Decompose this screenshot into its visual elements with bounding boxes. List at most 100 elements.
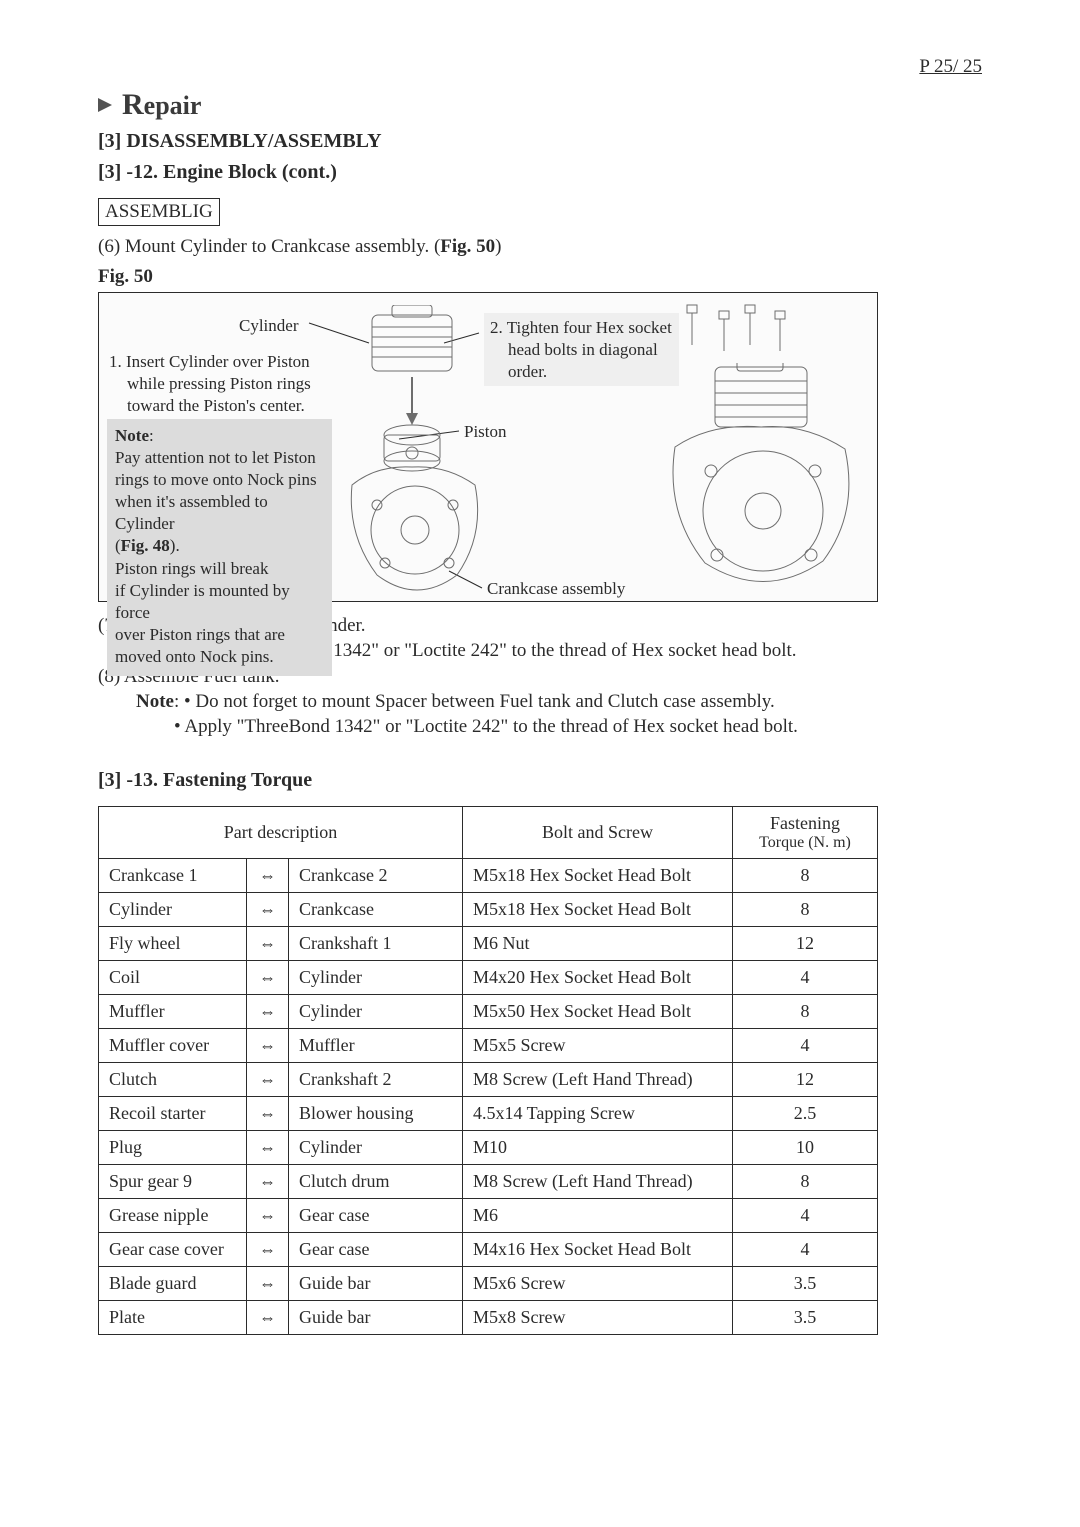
- arrow-icon: [98, 98, 112, 112]
- table-row: Spur gear 9⇔Clutch drumM8 Screw (Left Ha…: [99, 1165, 878, 1199]
- cell-arrow: ⇔: [247, 1097, 289, 1131]
- step-6: (6) Mount Cylinder to Crankcase assembly…: [98, 236, 982, 258]
- callout-1-num: 1.: [109, 352, 126, 371]
- table-row: Fly wheel⇔Crankshaft 1M6 Nut12: [99, 927, 878, 961]
- table-row: Recoil starter⇔Blower housing4.5x14 Tapp…: [99, 1097, 878, 1131]
- cell-part-a: Crankcase 1: [99, 859, 247, 893]
- th-torque-l2: Torque (N. m): [743, 834, 867, 852]
- note-l5: Piston rings will break: [115, 559, 268, 578]
- cell-arrow: ⇔: [247, 961, 289, 995]
- callout-1-l2: while pressing Piston rings: [109, 373, 334, 395]
- callout-2-l1: Tighten four Hex socket: [507, 318, 672, 337]
- cell-part-b: Cylinder: [289, 1131, 463, 1165]
- note-l7: over Piston rings that are: [115, 625, 285, 644]
- cell-arrow: ⇔: [247, 995, 289, 1029]
- cell-torque: 4: [733, 1029, 878, 1063]
- cell-part-b: Gear case: [289, 1199, 463, 1233]
- cell-part-b: Crankcase 2: [289, 859, 463, 893]
- cell-part-a: Grease nipple: [99, 1199, 247, 1233]
- cell-arrow: ⇔: [247, 1267, 289, 1301]
- cell-arrow: ⇔: [247, 1131, 289, 1165]
- engine-right-svg: [655, 363, 865, 593]
- cell-torque: 4: [733, 1233, 878, 1267]
- figure-50: Cylinder 1. Insert Cylinder over Piston …: [98, 292, 878, 602]
- table-row: Cylinder⇔CrankcaseM5x18 Hex Socket Head …: [99, 893, 878, 927]
- cell-bolt: M5x18 Hex Socket Head Bolt: [463, 893, 733, 927]
- cell-torque: 10: [733, 1131, 878, 1165]
- step-8-note1: Note: • Do not forget to mount Spacer be…: [98, 690, 982, 715]
- cell-part-b: Guide bar: [289, 1267, 463, 1301]
- cell-part-a: Clutch: [99, 1063, 247, 1097]
- step-8-note-lead: Note: [136, 691, 174, 712]
- cell-torque: 12: [733, 927, 878, 961]
- step-8-note1-text: : • Do not forget to mount Spacer betwee…: [174, 691, 775, 712]
- step6-pre: (6) Mount Cylinder to Crankcase assembly…: [98, 236, 440, 257]
- step-8-note2: • Apply "ThreeBond 1342" or "Loctite 242…: [98, 715, 982, 740]
- cell-bolt: 4.5x14 Tapping Screw: [463, 1097, 733, 1131]
- cell-arrow: ⇔: [247, 1165, 289, 1199]
- subheading-engine-block: [3] -12. Engine Block (cont.): [98, 161, 982, 184]
- table-row: Blade guard⇔Guide barM5x6 Screw3.5: [99, 1267, 878, 1301]
- cell-bolt: M8 Screw (Left Hand Thread): [463, 1063, 733, 1097]
- callout-1-l3: toward the Piston's center.: [109, 395, 334, 417]
- cell-part-b: Clutch drum: [289, 1165, 463, 1199]
- cell-part-a: Blade guard: [99, 1267, 247, 1301]
- cell-torque: 12: [733, 1063, 878, 1097]
- subheading-disassembly: [3] DISASSEMBLY/ASSEMBLY: [98, 130, 982, 153]
- step6-fig: Fig. 50: [440, 236, 495, 257]
- cell-part-a: Spur gear 9: [99, 1165, 247, 1199]
- cell-torque: 4: [733, 961, 878, 995]
- cell-part-a: Coil: [99, 961, 247, 995]
- cell-bolt: M5x18 Hex Socket Head Bolt: [463, 859, 733, 893]
- fig50-caption: Fig. 50: [98, 266, 982, 288]
- cell-part-b: Guide bar: [289, 1301, 463, 1335]
- cell-bolt: M10: [463, 1131, 733, 1165]
- cell-part-b: Cylinder: [289, 995, 463, 1029]
- cell-torque: 2.5: [733, 1097, 878, 1131]
- cell-part-b: Blower housing: [289, 1097, 463, 1131]
- cell-part-a: Cylinder: [99, 893, 247, 927]
- table-row: Grease nipple⇔Gear caseM64: [99, 1199, 878, 1233]
- cell-bolt: M4x20 Hex Socket Head Bolt: [463, 961, 733, 995]
- cell-part-a: Recoil starter: [99, 1097, 247, 1131]
- table-row: Gear case cover⇔Gear caseM4x16 Hex Socke…: [99, 1233, 878, 1267]
- torque-table-header-row: Part description Bolt and Screw Fastenin…: [99, 807, 878, 859]
- table-row: Coil⇔CylinderM4x20 Hex Socket Head Bolt4: [99, 961, 878, 995]
- cell-bolt: M6 Nut: [463, 927, 733, 961]
- cell-part-b: Gear case: [289, 1233, 463, 1267]
- table-row: Clutch⇔Crankshaft 2M8 Screw (Left Hand T…: [99, 1063, 878, 1097]
- cell-bolt: M6: [463, 1199, 733, 1233]
- cell-torque: 4: [733, 1199, 878, 1233]
- step6-post: ): [495, 236, 501, 257]
- callout-2: 2. Tighten four Hex socket head bolts in…: [484, 313, 679, 386]
- note-ref: Fig. 48: [121, 536, 170, 555]
- cell-arrow: ⇔: [247, 893, 289, 927]
- cell-torque: 8: [733, 893, 878, 927]
- cell-torque: 3.5: [733, 1267, 878, 1301]
- cell-arrow: ⇔: [247, 1233, 289, 1267]
- note-title: Note: [115, 426, 149, 445]
- page: P 25/ 25 Repair [3] DISASSEMBLY/ASSEMBLY…: [0, 0, 1080, 1527]
- cell-arrow: ⇔: [247, 1029, 289, 1063]
- page-number: P 25/ 25: [919, 56, 982, 78]
- cell-bolt: M5x6 Screw: [463, 1267, 733, 1301]
- th-bolt: Bolt and Screw: [463, 807, 733, 859]
- cell-bolt: M5x8 Screw: [463, 1301, 733, 1335]
- table-row: Plate⇔Guide barM5x8 Screw3.5: [99, 1301, 878, 1335]
- cell-arrow: ⇔: [247, 927, 289, 961]
- callout-1: 1. Insert Cylinder over Piston while pre…: [109, 351, 334, 416]
- cell-part-a: Muffler: [99, 995, 247, 1029]
- cell-part-a: Plug: [99, 1131, 247, 1165]
- cell-arrow: ⇔: [247, 1063, 289, 1097]
- cell-part-b: Crankshaft 2: [289, 1063, 463, 1097]
- th-torque-l1: Fastening: [770, 813, 840, 833]
- cell-part-a: Fly wheel: [99, 927, 247, 961]
- note-l1: Pay attention not to let Piston: [115, 448, 316, 467]
- label-crankcase: Crankcase assembly: [487, 578, 625, 600]
- engine-left-svg: [337, 305, 487, 595]
- section-title-text: Repair: [122, 88, 201, 122]
- note-l8: moved onto Nock pins.: [115, 647, 274, 666]
- callout-2-l2: head bolts in diagonal: [490, 339, 673, 361]
- figure-note-box: Note: Pay attention not to let Piston ri…: [107, 419, 332, 676]
- assembling-box: ASSEMBLIG: [98, 198, 220, 226]
